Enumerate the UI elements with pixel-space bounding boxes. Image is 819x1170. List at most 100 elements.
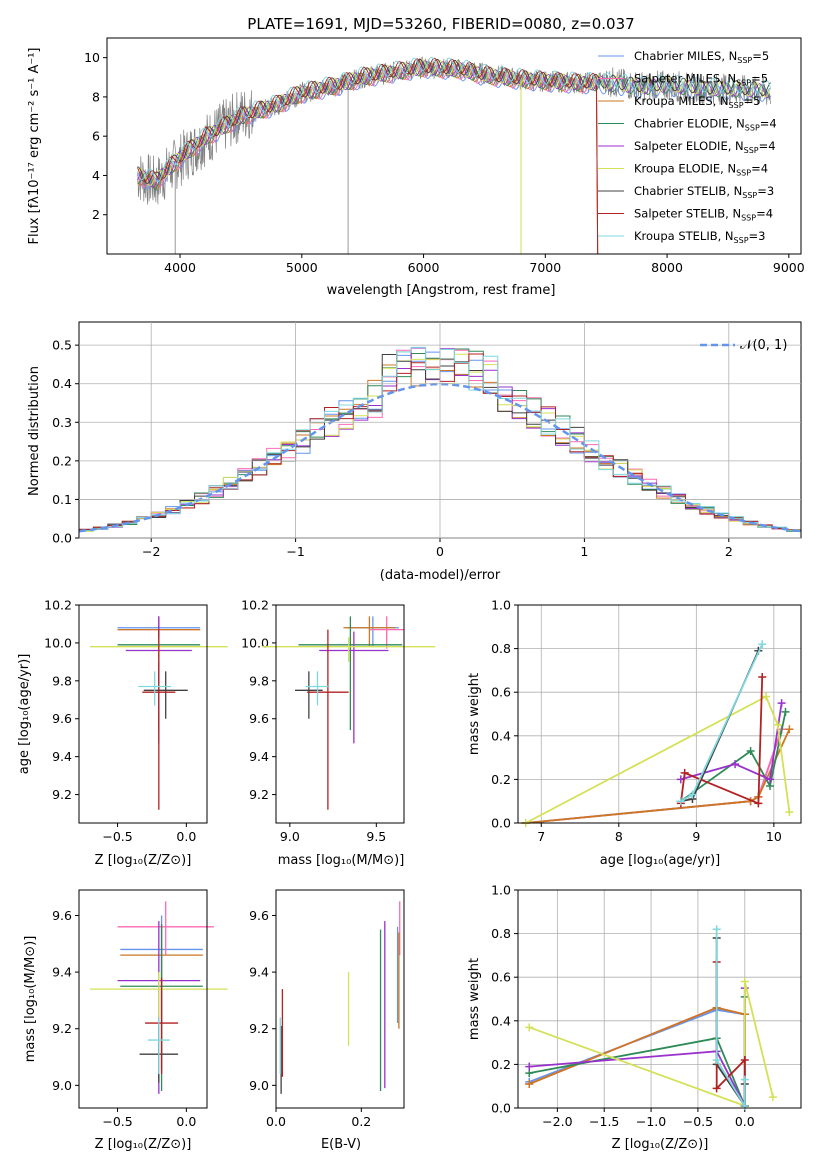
- weight-vs-age-y-tick-label: 0.2: [491, 772, 511, 787]
- histogram-y-tick-label: 0.0: [52, 531, 72, 546]
- weight-vs-metallicity-y-tick-label: 0.0: [491, 1101, 511, 1116]
- spectrum-y-label: Flux [fλ10⁻¹⁷ erg cm⁻² s⁻¹ A⁻¹]: [27, 48, 42, 245]
- weight-vs-metallicity-point-marker: [768, 1093, 777, 1102]
- legend-label-suffix: =5: [752, 49, 769, 63]
- histogram-y-tick-label: 0.4: [52, 376, 72, 391]
- legend-label: Chabrier MILES, NSSP=5: [634, 49, 769, 65]
- histogram-x-label: (data-model)/error: [380, 568, 501, 583]
- weight-vs-metallicity-point-marker: [712, 925, 721, 934]
- legend-label-suffix: =5: [751, 72, 768, 86]
- weight-vs-age-x-tick-label: 10: [766, 829, 782, 844]
- mass-vs-ebv-x-tick-label: 0.0: [266, 1114, 286, 1129]
- spectrum-panel: PLATE=1691, MJD=53260, FIBERID=0080, z=0…: [27, 15, 805, 298]
- weight-vs-age-y-tick-label: 0.8: [491, 641, 511, 656]
- legend-label: Salpeter ELODIE, NSSP=4: [634, 139, 776, 155]
- legend-label-subscript: SSP: [736, 169, 751, 178]
- spectrum-x-tick-label: 7000: [529, 260, 561, 275]
- mass-vs-metallicity-y-tick-label: 9.6: [52, 908, 72, 923]
- mass-vs-metallicity-x-tick-label: −0.5: [102, 1114, 132, 1129]
- weight-vs-age-x-tick-label: 7: [537, 829, 545, 844]
- age-vs-mass-y-tick-label: 9.8: [249, 673, 269, 688]
- legend-label-subscript: SSP: [741, 214, 756, 223]
- spectrum-model-line: [136, 62, 597, 189]
- legend-label: Kroupa ELODIE, NSSP=4: [634, 162, 768, 178]
- spectrum-y-tick-label: 2: [92, 207, 100, 222]
- weight-vs-metallicity-y-label: mass weight: [467, 958, 482, 1040]
- weight-vs-age-y-tick-label: 0.0: [491, 816, 511, 831]
- spectrum-x-label: wavelength [Angstrom, rest frame]: [327, 283, 556, 298]
- spectrum-x-tick-label: 5000: [286, 260, 318, 275]
- age-vs-metallicity-panel: −0.5 0.0 9.2 9.4 9.6 9.8 10.0 10.2: [44, 598, 228, 844]
- legend-label-suffix: =3: [757, 184, 774, 198]
- weight-vs-age-point-marker: [676, 797, 685, 806]
- weight-vs-age-point-marker: [680, 768, 689, 777]
- histogram-y-tick-label: 0.5: [52, 338, 72, 353]
- weight-vs-age-series-line: [679, 676, 764, 805]
- weight-vs-age-y-tick-label: 0.6: [491, 685, 511, 700]
- spectrum-model-line: [137, 61, 771, 190]
- histogram-y-ticks: 0.0 0.1 0.2 0.3 0.4 0.5: [52, 338, 801, 546]
- spectrum-y-ticks: 2 4 6 8 10: [84, 50, 107, 222]
- spectrum-series-group: [136, 56, 772, 254]
- weight-vs-metallicity-x-label: Z [log₁₀(Z/Z⊙)]: [612, 1137, 709, 1152]
- weight-vs-age-x-tick-label: 9: [692, 829, 700, 844]
- age-vs-mass-x-label: mass [log₁₀(M/M⊙)]: [278, 853, 405, 868]
- age-vs-metallicity-y-tick-label: 9.6: [52, 711, 72, 726]
- weight-vs-age-point-marker: [688, 790, 697, 799]
- weight-vs-age-point-marker: [754, 799, 763, 808]
- legend-label-subscript: SSP: [734, 236, 749, 245]
- weight-vs-metallicity-series-line: [528, 981, 774, 1108]
- legend-label-suffix: =4: [751, 162, 768, 176]
- age-vs-metallicity-y-tick-label: 9.8: [52, 673, 72, 688]
- mass-vs-metallicity-y-label: mass [log₁₀(M/M⊙)]: [23, 936, 38, 1063]
- mass-vs-metallicity-x-tick-label: 0.0: [176, 1114, 196, 1129]
- age-vs-mass-y-tick-label: 10.2: [241, 598, 269, 613]
- spectrum-y-tick-label: 8: [92, 89, 100, 104]
- histogram-y-tick-label: 0.2: [52, 453, 72, 468]
- legend-label: Chabrier STELIB, NSSP=3: [634, 184, 774, 200]
- weight-vs-age-panel: 7 8 9 10 0.0 0.2 0.4 0.6 0.8 1.0: [491, 598, 802, 844]
- legend-label-suffix: =4: [759, 139, 776, 153]
- mass-vs-metallicity-y-tick-label: 9.4: [52, 965, 72, 980]
- mass-vs-metallicity-y-tick-label: 9.0: [52, 1078, 72, 1093]
- spectrum-model-line: [136, 63, 597, 188]
- weight-vs-metallicity-point-marker: [740, 1075, 749, 1084]
- axes-frame: [517, 604, 802, 824]
- weight-vs-age-point-marker: [785, 725, 794, 734]
- weight-vs-age-y-label: mass weight: [467, 673, 482, 755]
- axes-frame: [275, 604, 405, 824]
- age-vs-mass-x-tick-label: 9.5: [366, 829, 386, 844]
- weight-vs-age-point-marker: [731, 760, 740, 769]
- legend-label-suffix: =4: [756, 207, 773, 221]
- mass-vs-ebv-y-tick-label: 9.6: [249, 908, 269, 923]
- spectrum-x-ticks: 4000 5000 6000 7000 8000 9000: [164, 254, 805, 275]
- weight-vs-age-point-marker: [785, 808, 794, 817]
- histogram-panel: −2 −1 0 1 2 0.0 0.1 0.2 0.3 0.4 0.5 (data-model)/…: [27, 321, 802, 583]
- weight-vs-metallicity-point-marker: [525, 1080, 534, 1089]
- weight-vs-metallicity-x-tick-label: 0.0: [735, 1114, 755, 1129]
- spectrum-model-line: [136, 57, 597, 183]
- histogram-x-tick-label: 2: [725, 544, 733, 559]
- legend-label: Kroupa STELIB, NSSP=3: [634, 229, 765, 245]
- age-vs-mass-x-tick-label: 9.0: [280, 829, 300, 844]
- histogram-y-tick-label: 0.3: [52, 415, 72, 430]
- mass-vs-ebv-y-tick-label: 9.4: [249, 965, 269, 980]
- spectrum-plot-area: [106, 37, 802, 255]
- weight-vs-metallicity-point-marker: [525, 1023, 534, 1032]
- age-vs-mass-y-tick-label: 9.4: [249, 749, 269, 764]
- weight-vs-age-point-marker: [777, 699, 786, 708]
- weight-vs-age-point-marker: [781, 707, 790, 716]
- weight-vs-age-point-marker: [758, 640, 767, 649]
- weight-vs-metallicity-x-tick-label: −2.0: [542, 1114, 572, 1129]
- weight-vs-age-x-label: age [log₁₀(age/yr)]: [600, 853, 721, 868]
- histogram-x-tick-label: 0: [436, 544, 444, 559]
- legend-label: Salpeter STELIB, NSSP=4: [634, 207, 773, 223]
- mass-vs-ebv-y-tick-label: 9.0: [249, 1078, 269, 1093]
- legend-label-subscript: SSP: [745, 124, 760, 133]
- axes-frame: [275, 889, 405, 1109]
- weight-vs-age-x-tick-label: 8: [615, 829, 623, 844]
- spectrum-x-tick-label: 8000: [651, 260, 683, 275]
- legend-label-suffix: =5: [744, 94, 761, 108]
- legend-label: Chabrier ELODIE, NSSP=4: [634, 117, 777, 133]
